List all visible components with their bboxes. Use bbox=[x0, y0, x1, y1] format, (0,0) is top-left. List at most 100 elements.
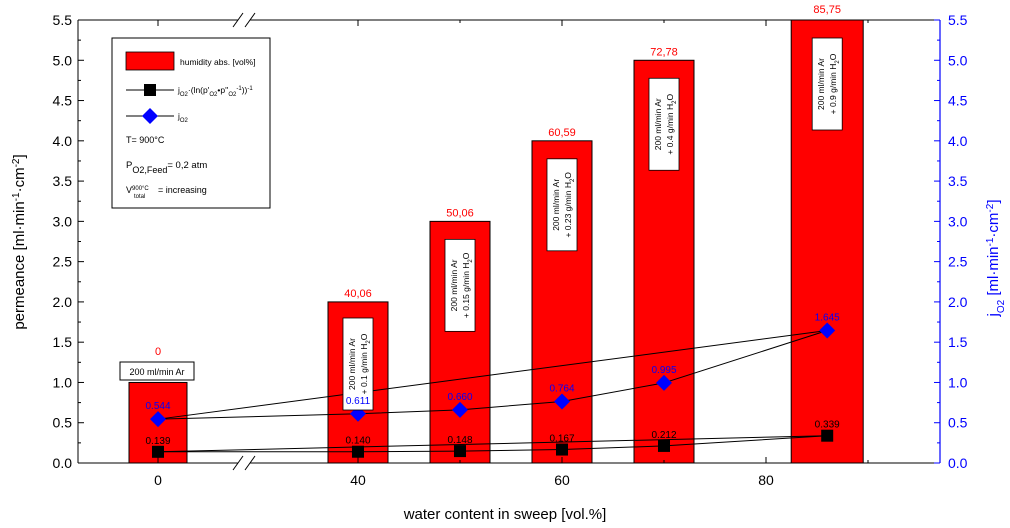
condition-label: 200 ml/min Ar bbox=[551, 179, 561, 231]
y-tick-label-left: 4.5 bbox=[53, 93, 73, 109]
data-label: 0.660 bbox=[447, 392, 472, 403]
bar-top-label: 72,78 bbox=[650, 46, 678, 58]
condition-label: 200 ml/min Ar bbox=[653, 98, 663, 150]
y-tick-label-right: 1.0 bbox=[948, 374, 968, 390]
axis-break-mark bbox=[232, 455, 244, 471]
axis-break-mark bbox=[244, 455, 256, 471]
y-tick-label-left: 2.0 bbox=[53, 294, 73, 310]
condition-box bbox=[119, 361, 195, 381]
axes-layer: 0.0 0.0 0.5 0.5 1.0 1.0 1.5 1.5 2.0 2.0 2.5 2.5 3.0 3… bbox=[11, 12, 1007, 523]
legend-note: V900°C bbox=[126, 185, 149, 195]
condition-box bbox=[444, 238, 476, 332]
y-tick-label-right: 0.5 bbox=[948, 415, 968, 431]
data-point-square bbox=[658, 439, 670, 452]
condition-label: 200 ml/min Ar bbox=[129, 367, 184, 377]
condition-label-group: 200 ml/min Ar + 0.1 g/min H2O bbox=[347, 333, 372, 394]
data-label: 0.611 bbox=[346, 396, 371, 407]
y-tick-label-right: 1.5 bbox=[948, 334, 968, 350]
y-tick-label-right: 5.5 bbox=[948, 12, 968, 28]
y-tick-label-left: 0.0 bbox=[53, 455, 73, 471]
x-axis-label: water content in sweep [vol.%] bbox=[403, 506, 607, 523]
data-label: 0.140 bbox=[345, 436, 370, 447]
y-axis-label-right: jO2 [ml·min-1·cm-2] bbox=[985, 200, 1007, 318]
data-point-square bbox=[821, 429, 834, 442]
series-line bbox=[157, 330, 828, 420]
legend-bar-label: humidity abs. [vol%] bbox=[180, 57, 256, 67]
y-tick-label-right: 3.0 bbox=[948, 213, 968, 229]
bar-top-label: 85,75 bbox=[813, 4, 841, 16]
condition-box bbox=[648, 77, 680, 171]
y-tick-label-left: 1.5 bbox=[53, 334, 73, 350]
bar-top-label: 60,59 bbox=[548, 127, 576, 139]
x-tick-label: 80 bbox=[758, 472, 774, 488]
y-tick-label-left: 4.0 bbox=[53, 133, 73, 149]
data-label: 0.995 bbox=[651, 365, 676, 376]
y-tick-label-right: 4.0 bbox=[948, 133, 968, 149]
y-tick-label-right: 2.5 bbox=[948, 254, 968, 270]
condition-label: + 0.23 g/min H2O bbox=[563, 172, 576, 238]
condition-box bbox=[546, 158, 578, 252]
data-point-square bbox=[454, 445, 466, 458]
y-tick-label-left: 5.5 bbox=[53, 12, 73, 28]
legend-bar-swatch bbox=[125, 51, 175, 71]
y-axis-label-left-text: permeance [ml·min-1·cm-2] bbox=[11, 154, 29, 329]
y-tick-label-right: 4.5 bbox=[948, 93, 968, 109]
y-tick-label-left: 0.5 bbox=[53, 415, 73, 431]
series-markers-layer bbox=[150, 322, 836, 458]
series-line bbox=[157, 435, 828, 453]
data-point-diamond bbox=[656, 374, 672, 391]
legend-note: = increasing bbox=[158, 185, 207, 195]
condition-label: + 0.9 g/min H2O bbox=[828, 53, 841, 114]
y-tick-label-right: 3.5 bbox=[948, 173, 968, 189]
data-label: 0.544 bbox=[145, 401, 170, 412]
condition-label: + 0.1 g/min H2O bbox=[359, 333, 372, 394]
data-point-diamond bbox=[150, 411, 166, 428]
condition-label-group: 200 ml/min Ar + 0.9 g/min H2O bbox=[816, 53, 841, 114]
legend-note-sub: total bbox=[134, 194, 145, 200]
x-tick-label: 60 bbox=[554, 472, 570, 488]
legend-series-label: jO2·(ln(p'O2•p''O2-1))-1 bbox=[177, 85, 253, 98]
bar-top-label: 40,06 bbox=[344, 288, 372, 300]
x-tick-label: 0 bbox=[154, 472, 162, 488]
bar-top-label: 0 bbox=[155, 346, 161, 358]
data-point-diamond bbox=[554, 393, 570, 410]
legend: humidity abs. [vol%] jO2·(ln(p'O2•p''O2-1… bbox=[111, 37, 271, 209]
legend-diamond-marker bbox=[142, 108, 158, 124]
axis-break-mark bbox=[232, 12, 244, 28]
y-tick-label-left: 2.5 bbox=[53, 254, 73, 270]
condition-label: 200 ml/min Ar bbox=[449, 259, 459, 311]
series-lines-layer bbox=[157, 330, 828, 453]
series-line bbox=[357, 435, 828, 453]
condition-label-group: 200 ml/min Ar + 0.4 g/min H2O bbox=[653, 94, 678, 155]
axis-break-mark bbox=[244, 12, 256, 28]
data-point-diamond bbox=[819, 322, 836, 339]
data-label: 0.139 bbox=[145, 436, 170, 447]
y-tick-label-left: 1.0 bbox=[53, 374, 73, 390]
data-label: 0.148 bbox=[447, 435, 472, 446]
condition-label: + 0.15 g/min H2O bbox=[461, 252, 474, 318]
data-point-square bbox=[352, 445, 364, 458]
data-point-square bbox=[556, 443, 568, 456]
condition-label-group: 200 ml/min Ar + 0.15 g/min H2O bbox=[449, 252, 474, 318]
condition-label: 200 ml/min Ar bbox=[816, 58, 826, 110]
series-line bbox=[357, 330, 828, 415]
x-tick-label: 40 bbox=[350, 472, 366, 488]
data-label: 0.764 bbox=[549, 383, 574, 394]
data-label: 0.339 bbox=[815, 420, 840, 431]
y-tick-label-left: 5.0 bbox=[53, 52, 73, 68]
legend-note: T= 900°C bbox=[126, 135, 165, 145]
condition-label: 200 ml/min Ar bbox=[347, 338, 357, 390]
data-label: 0.167 bbox=[549, 434, 574, 445]
y-tick-label-left: 3.5 bbox=[53, 173, 73, 189]
condition-label-group: 200 ml/min Ar + 0.23 g/min H2O bbox=[551, 172, 576, 238]
legend-note: PO2,Feed= 0,2 atm bbox=[126, 160, 207, 175]
condition-box bbox=[342, 317, 374, 411]
data-label: 0.212 bbox=[651, 430, 676, 441]
y-tick-label-right: 0.0 bbox=[948, 455, 968, 471]
condition-label: + 0.4 g/min H2O bbox=[665, 94, 678, 155]
y-axis-label-right-text: jO2 [ml·min-1·cm-2] bbox=[985, 200, 1007, 318]
y-axis-label-left: permeance [ml·min-1·cm-2] bbox=[11, 154, 29, 329]
legend-square-marker bbox=[144, 84, 156, 96]
condition-box bbox=[811, 37, 843, 131]
